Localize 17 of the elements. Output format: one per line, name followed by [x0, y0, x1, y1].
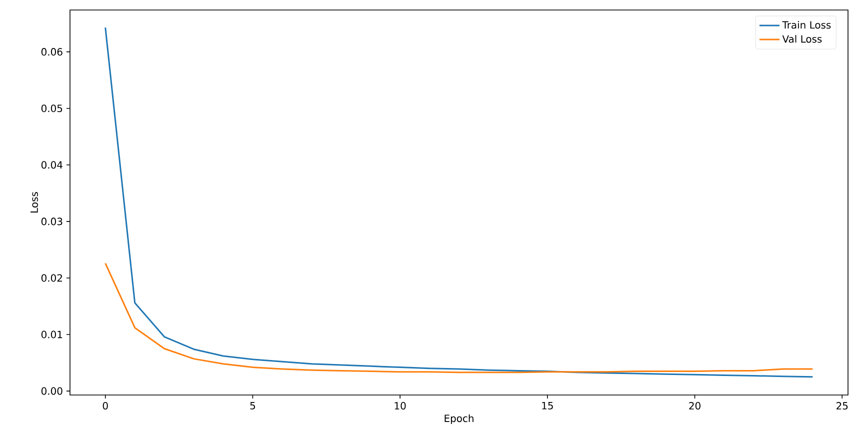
legend-label: Val Loss [782, 35, 822, 43]
x-tick-label: 5 [250, 402, 256, 410]
y-tick-label: 0.06 [41, 48, 62, 56]
y-axis-title: Loss [30, 192, 38, 212]
y-tick-label: 0.02 [41, 274, 62, 282]
x-tick-label: 0 [102, 402, 108, 410]
x-tick-label: 20 [689, 402, 700, 410]
x-tick-label: 15 [542, 402, 553, 410]
y-tick-label: 0.05 [41, 104, 62, 112]
x-axis-title: Epoch [444, 414, 474, 424]
y-tick-label: 0.04 [41, 161, 62, 169]
y-tick-label: 0.03 [41, 218, 62, 226]
y-tick-label: 0.01 [41, 330, 62, 338]
y-tick-label: 0.00 [41, 387, 62, 395]
x-tick-label: 10 [394, 402, 406, 410]
x-tick-label: 25 [836, 402, 848, 410]
legend-label: Train Loss [782, 20, 831, 29]
